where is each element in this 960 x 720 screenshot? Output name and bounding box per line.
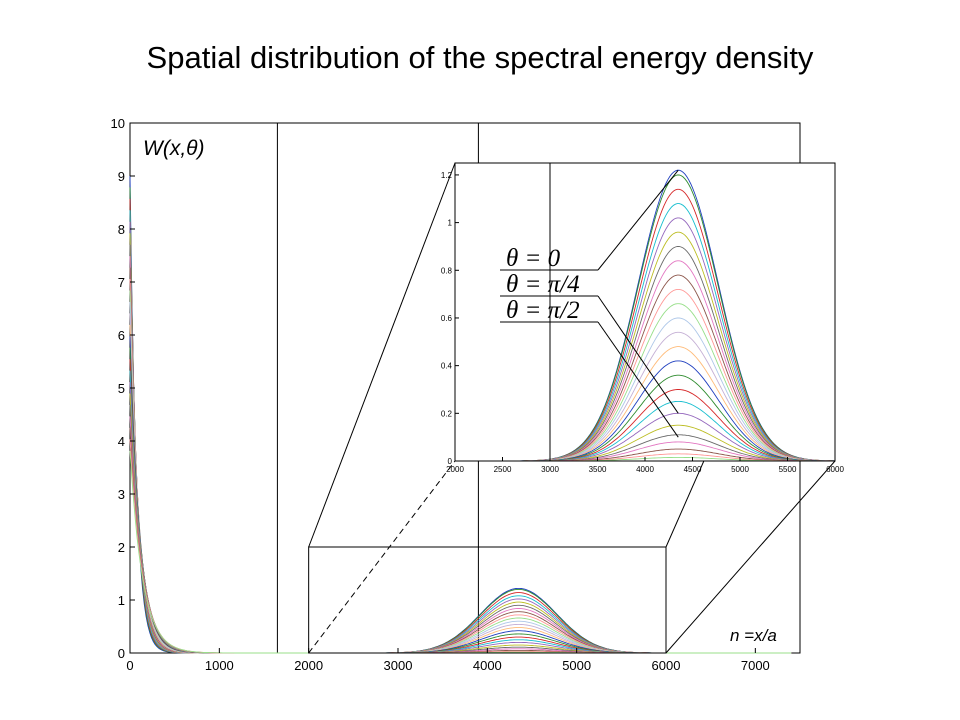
main-y-tick-label-9: 9 — [118, 169, 125, 184]
y-label-background — [136, 128, 224, 166]
main-y-tick-label-5: 5 — [118, 381, 125, 396]
theta-label-pi2: θ = π/2 — [506, 297, 580, 324]
main-y-tick-label-3: 3 — [118, 487, 125, 502]
inset-y-tick-label-0: 0 — [448, 457, 453, 466]
theta-legend: θ = 0 θ = π/4 θ = π/2 — [500, 169, 679, 438]
connector-bottom-right — [665, 460, 836, 654]
inset-y-tick-label-1: 0.2 — [441, 409, 453, 418]
main-y-tick-label-0: 0 — [118, 646, 125, 661]
main-y-tick-label-1: 1 — [118, 593, 125, 608]
main-y-tick-label-4: 4 — [118, 434, 125, 449]
inset-background — [455, 163, 835, 461]
main-y-tick-label-6: 6 — [118, 328, 125, 343]
main-x-tick-label-6: 6000 — [652, 658, 681, 673]
y-axis-label: W(x,θ) — [143, 137, 205, 160]
inset-x-tick-label-6: 5000 — [731, 465, 749, 474]
inset-y-ticks: 0 0.2 0.4 0.6 0.8 1 1.2 — [441, 171, 459, 466]
inset-y-tick-label-4: 0.8 — [441, 266, 453, 275]
x-axis-label: n =x/a — [730, 626, 777, 645]
main-x-tick-label-3: 3000 — [384, 658, 413, 673]
theta-label-0: θ = 0 — [506, 245, 561, 272]
inset-y-tick-label-5: 1 — [448, 219, 453, 228]
arrow-theta-0 — [597, 169, 679, 271]
inset-y-tick-label-6: 1.2 — [441, 171, 453, 180]
main-y-tick-label-7: 7 — [118, 275, 125, 290]
main-y-tick-label-8: 8 — [118, 222, 125, 237]
main-x-tick-label-1: 1000 — [205, 658, 234, 673]
inset-x-tick-label-8: 6000 — [826, 465, 844, 474]
main-x-tick-label-2: 2000 — [294, 658, 323, 673]
inset-x-tick-label-5: 4500 — [684, 465, 702, 474]
main-x-ticks: 0 1000 2000 3000 4000 5000 6000 7000 — [126, 648, 770, 673]
main-x-tick-label-7: 7000 — [741, 658, 770, 673]
inset-x-tick-label-2: 3000 — [541, 465, 559, 474]
main-curves — [129, 175, 792, 654]
inset-y-tick-label-3: 0.6 — [441, 314, 453, 323]
inset-y-tick-label-2: 0.4 — [441, 362, 453, 371]
inset-x-tick-label-3: 3500 — [589, 465, 607, 474]
slide-title: Spatial distribution of the spectral ene… — [146, 40, 814, 75]
inset-x-tick-label-0: 2000 — [446, 465, 464, 474]
inset-x-tick-label-7: 5500 — [779, 465, 797, 474]
arrow-theta-pi4 — [597, 295, 679, 414]
connector-top-left — [308, 162, 456, 548]
main-y-tick-label-10: 10 — [111, 116, 125, 131]
connector-bottom-left — [308, 460, 456, 654]
inset-x-tick-label-4: 4000 — [636, 465, 654, 474]
theta-label-pi4: θ = π/4 — [506, 271, 580, 298]
arrow-theta-pi2 — [597, 321, 679, 438]
main-x-tick-label-5: 5000 — [562, 658, 591, 673]
main-x-tick-label-0: 0 — [126, 658, 133, 673]
main-x-tick-label-4: 4000 — [473, 658, 502, 673]
inset-x-ticks: 2000 2500 3000 3500 4000 4500 5000 5500 6000 — [446, 457, 844, 474]
main-y-tick-label-2: 2 — [118, 540, 125, 555]
zoom-box — [308, 546, 667, 654]
main-y-ticks: 0 1 2 3 4 5 6 7 8 9 10 — [111, 116, 135, 661]
inset-x-tick-label-1: 2500 — [494, 465, 512, 474]
